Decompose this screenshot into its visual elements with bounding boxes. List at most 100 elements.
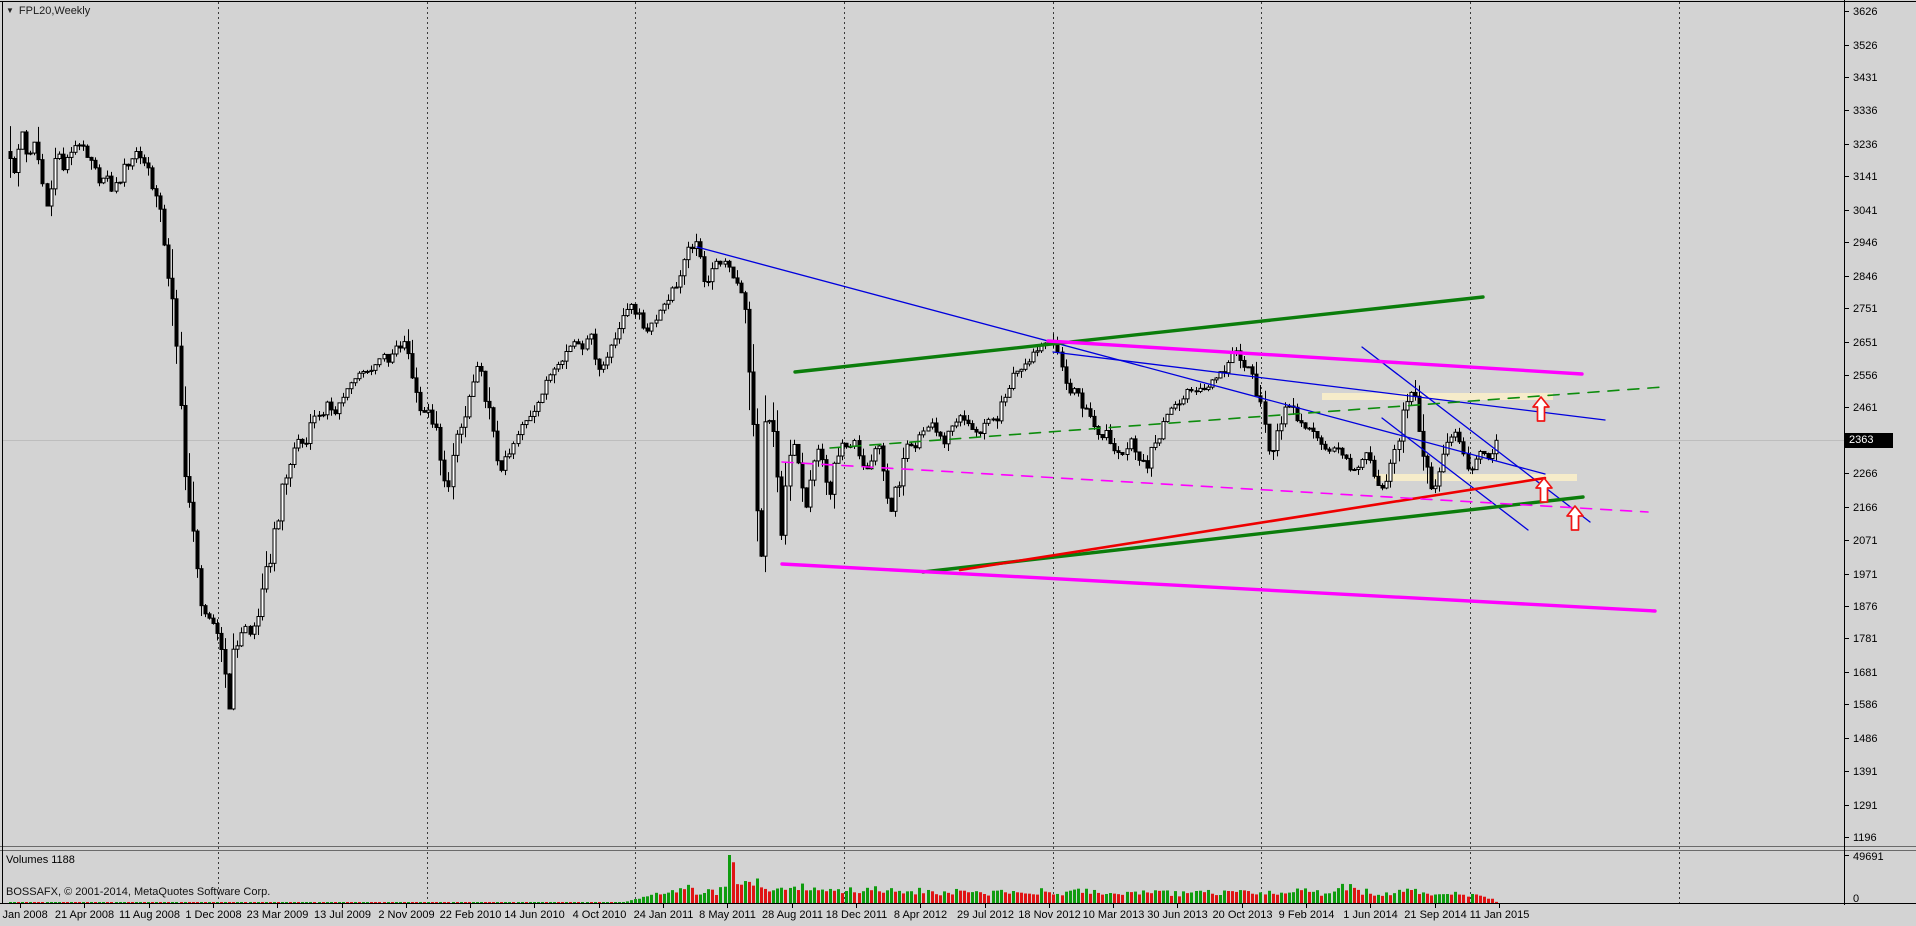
volume-bar: [935, 894, 938, 903]
candle-body: [589, 333, 594, 340]
volume-bar: [687, 884, 690, 903]
volume-bar: [313, 902, 316, 903]
volume-bar: [115, 902, 118, 903]
volume-bar: [309, 902, 312, 903]
volume-bar: [9, 902, 12, 903]
volume-bar: [139, 902, 142, 903]
candle-body: [199, 568, 204, 607]
magenta-channel-upper[interactable]: [1046, 339, 1584, 376]
candle-body: [1177, 403, 1182, 406]
volume-bar: [285, 902, 288, 903]
green-dashed-trendline[interactable]: [829, 386, 1664, 449]
candle-body: [1153, 442, 1158, 448]
candle-body: [1019, 368, 1024, 372]
volume-bar: [427, 902, 430, 903]
magenta-dashed-trendline[interactable]: [781, 461, 1649, 513]
candle-body: [1327, 448, 1332, 452]
volume-bar: [529, 902, 532, 903]
red-support-line[interactable]: [958, 476, 1547, 572]
volume-bar: [1426, 893, 1429, 903]
candle-body: [698, 241, 703, 258]
price-tick-label: 1876: [1853, 600, 1878, 613]
blue-downtrend-steep-2[interactable]: [1381, 417, 1529, 531]
volume-bar: [1487, 898, 1490, 903]
volume-bar: [1393, 893, 1396, 903]
date-tick-label: 1 Jun 2014: [1343, 909, 1398, 921]
volume-bar: [1259, 892, 1262, 903]
volume-bar: [521, 902, 524, 903]
candle-body: [1084, 407, 1089, 410]
candle-body: [1315, 431, 1320, 439]
volume-bar: [216, 902, 219, 903]
up-arrow-3-up-arrow-icon[interactable]: [1566, 505, 1584, 531]
candle-body: [832, 462, 837, 495]
candle-body: [16, 148, 21, 174]
volume-bar: [175, 902, 178, 903]
volume-bar: [1190, 892, 1193, 903]
volume-bar: [1268, 890, 1271, 903]
chart-expand-icon[interactable]: ▼: [6, 6, 14, 15]
candle-body: [763, 421, 768, 557]
candle-body: [905, 443, 910, 459]
candle-body: [576, 341, 581, 345]
volume-bar: [594, 902, 597, 903]
candle-body: [382, 353, 387, 360]
volume-bar: [273, 902, 276, 903]
volume-bar: [1349, 884, 1352, 903]
candle-body: [1242, 359, 1247, 368]
volume-bar: [829, 888, 832, 903]
candle-body: [36, 141, 41, 161]
volume-bar: [553, 902, 556, 903]
magenta-channel-lower[interactable]: [780, 562, 1657, 613]
candle-body: [1392, 448, 1397, 464]
up-arrow-1-up-arrow-icon[interactable]: [1532, 396, 1550, 422]
volume-bar: [1454, 891, 1457, 903]
date-tick-label: 2 Nov 2009: [378, 909, 435, 921]
candle-body: [260, 588, 265, 618]
volume-bar: [630, 900, 633, 903]
candle-body: [1112, 443, 1117, 452]
volume-bar: [435, 902, 438, 903]
candle-body: [544, 379, 549, 395]
volume-bar: [793, 886, 796, 903]
volume-bar: [801, 883, 804, 903]
candle-body: [568, 345, 573, 353]
volume-bar: [171, 902, 174, 903]
volume-bar: [1467, 896, 1470, 903]
candle-body: [759, 510, 764, 557]
date-tick-label: 10 Mar 2013: [1082, 909, 1145, 921]
candle-body: [1120, 452, 1125, 456]
up-arrow-2-up-arrow-icon[interactable]: [1535, 477, 1553, 503]
price-tick-label: 2166: [1853, 501, 1878, 514]
candle-body: [641, 312, 646, 329]
volume-bar: [927, 889, 930, 903]
volume-bar: [1004, 892, 1007, 903]
volume-bar: [703, 892, 706, 903]
volume-bar: [821, 889, 824, 903]
candle-body: [12, 158, 17, 174]
candle-body: [215, 622, 220, 634]
volume-bar: [119, 902, 122, 903]
volume-bar: [1328, 893, 1331, 903]
candle-body: [739, 282, 744, 294]
candle-body: [487, 400, 492, 409]
green-channel-upper[interactable]: [793, 295, 1485, 374]
blue-downtrend-shallow[interactable]: [1052, 351, 1606, 421]
volume-bar: [131, 902, 134, 903]
candle-body: [649, 322, 654, 332]
candle-body: [138, 150, 143, 159]
price-tick-label: 1291: [1853, 799, 1878, 812]
volume-bar: [411, 902, 414, 903]
volume-bar: [98, 902, 101, 903]
volume-bar: [910, 891, 913, 903]
candle-body: [483, 370, 488, 402]
volume-bar: [837, 889, 840, 903]
volume-bar: [269, 902, 272, 903]
price-tick-label: 1781: [1853, 632, 1878, 645]
volume-bar: [1251, 893, 1254, 903]
blue-downtrend-steep-1[interactable]: [1361, 346, 1591, 523]
candle-body: [402, 341, 407, 349]
candle-body: [349, 382, 354, 390]
volume-bar: [886, 890, 889, 903]
